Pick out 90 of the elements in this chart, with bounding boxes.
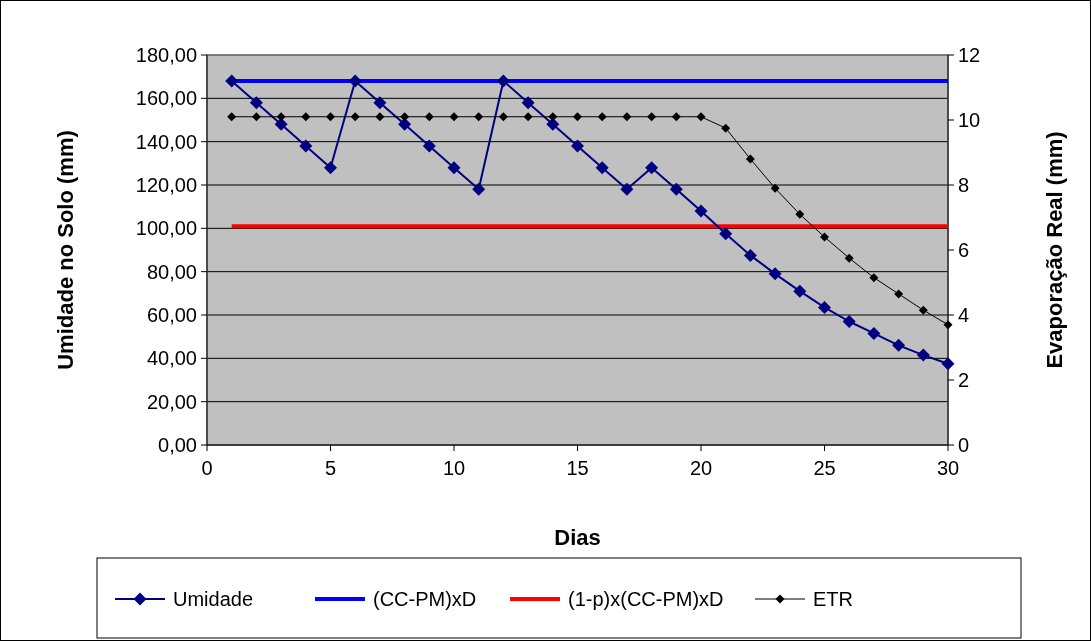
point [943, 320, 953, 330]
x-tick-label: 15 [566, 457, 589, 479]
y-tick-label: 120,00 [135, 174, 197, 196]
y-tick-label: 40,00 [146, 347, 197, 370]
point [398, 117, 412, 131]
y-tick-label: 140,00 [135, 130, 197, 153]
x-tick-label: 20 [689, 457, 713, 479]
x-tick-label: 10 [442, 457, 466, 479]
y-tick-label: 80,00 [146, 260, 197, 283]
point [669, 182, 683, 196]
point [424, 112, 434, 122]
point [422, 139, 436, 153]
y-tick-label: 100,00 [135, 217, 197, 240]
point [842, 315, 856, 328]
point [496, 74, 510, 88]
point [892, 338, 906, 352]
point [521, 96, 535, 110]
x-tick-label: 5 [324, 457, 337, 479]
point [745, 154, 755, 164]
point [894, 289, 904, 299]
point [867, 326, 881, 340]
point [671, 112, 681, 122]
point [793, 284, 807, 298]
point [941, 357, 955, 371]
y2-tick-label: 12 [958, 44, 981, 66]
y2-tick-label: 10 [958, 109, 981, 131]
point [373, 96, 387, 110]
point [276, 112, 286, 122]
point [622, 112, 632, 122]
point [227, 112, 237, 122]
point [474, 112, 484, 122]
y-tick-label: 180,00 [135, 44, 197, 66]
y2-tick-label: 8 [958, 174, 970, 196]
point [301, 112, 311, 122]
y2-tick-label: 6 [958, 239, 970, 261]
point [918, 305, 928, 315]
point [350, 112, 360, 122]
y2-tick-label: 4 [958, 304, 970, 326]
point [743, 248, 757, 262]
point [348, 74, 362, 88]
point [916, 348, 930, 362]
legend-label: Umidade [173, 588, 254, 610]
x-tick-label: 25 [813, 457, 836, 479]
point [449, 112, 459, 122]
x-tick-label: 0 [201, 457, 213, 479]
point [225, 74, 239, 88]
point [647, 112, 657, 122]
point [818, 300, 831, 314]
point [721, 123, 731, 133]
point [595, 161, 609, 175]
point [795, 209, 805, 219]
point [299, 139, 313, 153]
y-axis-title: Umidade no Solo (mm) [53, 130, 78, 370]
point [472, 182, 486, 196]
point [696, 112, 706, 122]
point [326, 112, 335, 122]
point [597, 112, 607, 122]
point [324, 161, 337, 175]
point [548, 112, 558, 122]
y-tick-label: 20,00 [146, 390, 197, 413]
point [768, 267, 782, 281]
point [571, 139, 584, 153]
point [447, 161, 461, 175]
point [249, 96, 263, 110]
legend-label: (CC-PM)xD [373, 588, 477, 610]
y-tick-label: 0,00 [158, 434, 197, 456]
point [820, 232, 829, 242]
y2-tick-label: 2 [958, 369, 970, 391]
point [869, 273, 879, 283]
point [573, 112, 582, 122]
point [620, 182, 634, 196]
y2-tick-label: 0 [958, 434, 970, 456]
x-axis-title: Dias [554, 525, 601, 550]
point [546, 117, 560, 131]
legend-label: (1-p)x(CC-PM)xD [568, 588, 724, 610]
point [694, 204, 708, 218]
y-tick-label: 160,00 [135, 87, 197, 110]
point [645, 161, 659, 175]
y2-axis-title: Evaporação Real (mm) [1042, 131, 1067, 369]
point [400, 112, 410, 122]
x-tick-label: 30 [936, 457, 960, 479]
point [844, 253, 854, 263]
point [523, 112, 533, 122]
point [251, 112, 261, 122]
point [375, 112, 385, 122]
point [770, 183, 780, 193]
point [719, 227, 733, 241]
legend-label: ETR [813, 588, 853, 610]
y-tick-label: 60,00 [146, 304, 197, 326]
point [498, 112, 508, 122]
